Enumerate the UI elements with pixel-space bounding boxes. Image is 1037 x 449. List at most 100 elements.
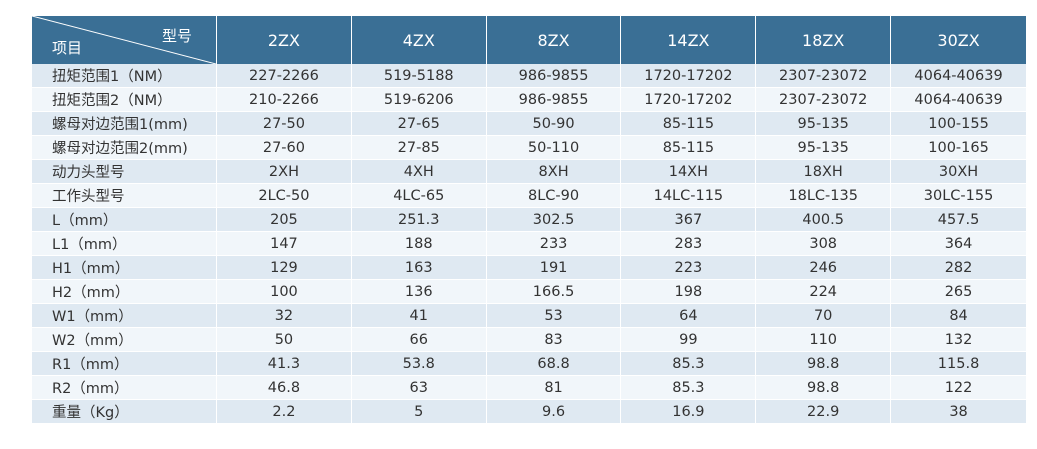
value-cell: 14XH	[621, 160, 757, 184]
row-label: W2（mm）	[32, 328, 218, 352]
row-label: L1（mm）	[32, 232, 218, 256]
row-label: R2（mm）	[32, 376, 218, 400]
value-cell: 41.3	[217, 352, 352, 376]
value-cell: 14LC-115	[621, 184, 757, 208]
value-cell: 457.5	[891, 208, 1026, 232]
value-cell: 115.8	[891, 352, 1026, 376]
row-label: L（mm）	[32, 208, 218, 232]
table-row: W2（mm） 50 66 83 99 110 132	[32, 328, 1026, 352]
table-row: H2（mm） 100 136 166.5 198 224 265	[32, 280, 1026, 304]
value-cell: 129	[217, 256, 352, 280]
value-cell: 85-115	[621, 112, 757, 136]
table-row: 螺母对边范围1(mm) 27-50 27-65 50-90 85-115 95-135 10…	[32, 112, 1026, 136]
value-cell: 367	[621, 208, 757, 232]
row-label: 工作头型号	[32, 184, 218, 208]
value-cell: 100-165	[891, 136, 1026, 160]
table-row: 扭矩范围2（NM） 210-2266 519-6206 986-9855 1720-17…	[32, 88, 1026, 112]
header-row: 型号 项目 2ZX 4ZX 8ZX 14ZX 18ZX 30ZX	[32, 16, 1026, 64]
value-cell: 4LC-65	[351, 184, 487, 208]
value-cell: 122	[891, 376, 1026, 400]
value-cell: 308	[756, 232, 892, 256]
diagonal-divider	[32, 16, 217, 64]
value-cell: 85.3	[621, 352, 757, 376]
value-cell: 27-60	[217, 136, 352, 160]
value-cell: 1720-17202	[621, 64, 757, 88]
value-cell: 205	[217, 208, 352, 232]
value-cell: 84	[891, 304, 1026, 328]
model-header-4zx: 4ZX	[351, 16, 487, 64]
table-row: 扭矩范围1（NM） 227-2266 519-5188 986-9855 1720-17…	[32, 64, 1026, 88]
corner-header-cell: 型号 项目	[32, 16, 218, 64]
value-cell: 364	[891, 232, 1026, 256]
value-cell: 53	[486, 304, 622, 328]
value-cell: 519-5188	[351, 64, 487, 88]
model-header-8zx: 8ZX	[486, 16, 622, 64]
table-row: L（mm） 205 251.3 302.5 367 400.5 457.5	[32, 208, 1026, 232]
value-cell: 50-110	[486, 136, 622, 160]
table-row: R2（mm） 46.8 63 81 85.3 98.8 122	[32, 376, 1026, 400]
value-cell: 100-155	[891, 112, 1026, 136]
table-row: 重量（Kg） 2.2 5 9.6 16.9 22.9 38	[32, 400, 1026, 424]
value-cell: 98.8	[756, 376, 892, 400]
value-cell: 27-50	[217, 112, 352, 136]
model-header-2zx: 2ZX	[217, 16, 352, 64]
value-cell: 4064-40639	[891, 64, 1026, 88]
value-cell: 132	[891, 328, 1026, 352]
table-row: 工作头型号 2LC-50 4LC-65 8LC-90 14LC-115 18LC-135 3…	[32, 184, 1026, 208]
row-label: 扭矩范围2（NM）	[32, 88, 218, 112]
value-cell: 50	[217, 328, 352, 352]
value-cell: 18XH	[756, 160, 892, 184]
value-cell: 2LC-50	[217, 184, 352, 208]
table-row: H1（mm） 129 163 191 223 246 282	[32, 256, 1026, 280]
value-cell: 400.5	[756, 208, 892, 232]
value-cell: 41	[351, 304, 487, 328]
value-cell: 986-9855	[486, 64, 622, 88]
value-cell: 283	[621, 232, 757, 256]
row-label: W1（mm）	[32, 304, 218, 328]
value-cell: 30XH	[891, 160, 1026, 184]
row-label: 螺母对边范围2(mm)	[32, 136, 218, 160]
value-cell: 166.5	[486, 280, 622, 304]
value-cell: 95-135	[756, 112, 892, 136]
value-cell: 251.3	[351, 208, 487, 232]
value-cell: 46.8	[217, 376, 352, 400]
value-cell: 223	[621, 256, 757, 280]
value-cell: 519-6206	[351, 88, 487, 112]
value-cell: 30LC-155	[891, 184, 1026, 208]
value-cell: 27-85	[351, 136, 487, 160]
value-cell: 70	[756, 304, 892, 328]
row-label: 螺母对边范围1(mm)	[32, 112, 218, 136]
table-row: W1（mm） 32 41 53 64 70 84	[32, 304, 1026, 328]
model-header-14zx: 14ZX	[621, 16, 757, 64]
model-header-18zx: 18ZX	[756, 16, 892, 64]
value-cell: 2307-23072	[756, 88, 892, 112]
value-cell: 27-65	[351, 112, 487, 136]
value-cell: 224	[756, 280, 892, 304]
corner-label-model: 型号	[162, 27, 193, 45]
value-cell: 1720-17202	[621, 88, 757, 112]
value-cell: 136	[351, 280, 487, 304]
table-row: 动力头型号 2XH 4XH 8XH 14XH 18XH 30XH	[32, 160, 1026, 184]
value-cell: 191	[486, 256, 622, 280]
value-cell: 85.3	[621, 376, 757, 400]
value-cell: 85-115	[621, 136, 757, 160]
model-header-30zx: 30ZX	[891, 16, 1026, 64]
value-cell: 265	[891, 280, 1026, 304]
row-label: 扭矩范围1（NM）	[32, 64, 218, 88]
value-cell: 227-2266	[217, 64, 352, 88]
spec-table: 型号 项目 2ZX 4ZX 8ZX 14ZX 18ZX 30ZX 扭矩范围1（N…	[32, 16, 1026, 424]
value-cell: 95-135	[756, 136, 892, 160]
row-label: R1（mm）	[32, 352, 218, 376]
value-cell: 98.8	[756, 352, 892, 376]
corner-label-item: 项目	[52, 39, 83, 57]
value-cell: 53.8	[351, 352, 487, 376]
value-cell: 100	[217, 280, 352, 304]
value-cell: 38	[891, 400, 1026, 424]
table-row: 螺母对边范围2(mm) 27-60 27-85 50-110 85-115 95-135 1…	[32, 136, 1026, 160]
row-label: 动力头型号	[32, 160, 218, 184]
value-cell: 81	[486, 376, 622, 400]
value-cell: 64	[621, 304, 757, 328]
value-cell: 8LC-90	[486, 184, 622, 208]
value-cell: 9.6	[486, 400, 622, 424]
value-cell: 198	[621, 280, 757, 304]
